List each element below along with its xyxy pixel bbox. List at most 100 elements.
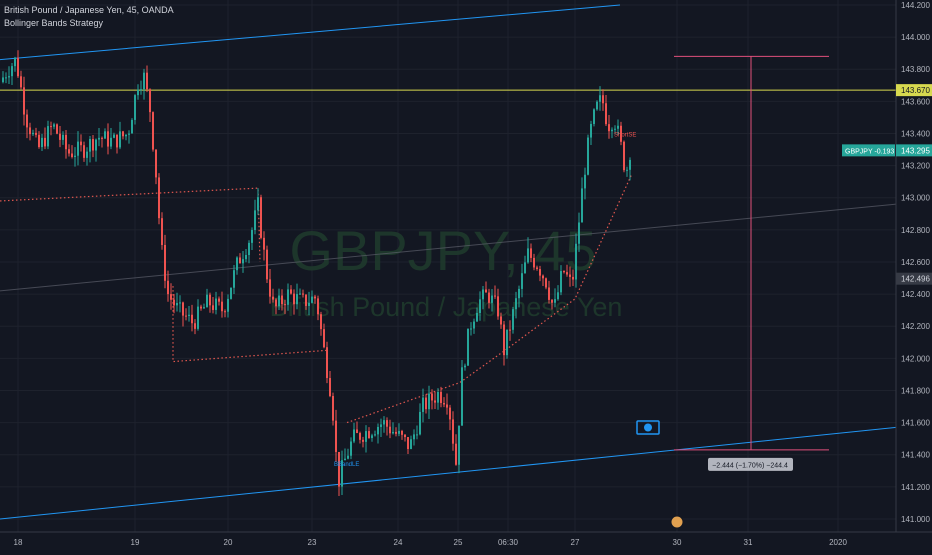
candle-body — [299, 293, 301, 295]
candle-body — [221, 301, 223, 312]
candle-body — [74, 155, 76, 157]
candle-body — [14, 57, 16, 67]
candle-body — [464, 365, 466, 368]
candle-body — [548, 287, 550, 300]
watermark-symbol: GBPJPY, 45 — [289, 219, 596, 282]
candle-body — [191, 314, 193, 324]
candle-body — [506, 329, 508, 356]
candle-body — [8, 76, 10, 78]
watermark: GBPJPY, 45 British Pound / Japanese Yen — [270, 219, 623, 322]
gray-trendline — [0, 203, 897, 292]
candle-body — [248, 242, 250, 256]
channel-bottom-line — [0, 426, 897, 520]
candle-body — [290, 289, 292, 294]
candle-body — [584, 174, 586, 189]
candle-body — [608, 124, 610, 132]
candle-body — [428, 393, 430, 410]
candle-body — [260, 197, 262, 238]
candle-body — [551, 299, 553, 303]
candle-body — [101, 137, 103, 139]
time-tick-label: 19 — [131, 538, 140, 547]
candle-body — [5, 77, 7, 79]
price-tick-label: 143.600 — [901, 97, 930, 106]
price-tick-label: 141.000 — [901, 515, 930, 524]
candle-body — [125, 134, 127, 137]
candle-body — [296, 294, 298, 305]
candle-body — [281, 295, 283, 305]
overlays[interactable]: ShortSE BBandLE — [334, 133, 684, 529]
last-price-bg — [896, 144, 932, 157]
candle-body — [161, 218, 163, 245]
candle-body — [212, 305, 214, 310]
candle-body — [95, 139, 97, 151]
candle-body — [563, 271, 565, 273]
candle-body — [35, 132, 37, 135]
candle-body — [167, 280, 169, 295]
candle-body — [107, 131, 109, 147]
candle-body — [80, 141, 82, 146]
price-axis[interactable]: 144.200 144.000 143.800 143.600 143.400 143.2… — [842, 0, 932, 550]
candle-body — [230, 287, 232, 299]
candle-body — [614, 128, 616, 130]
candle-body — [179, 302, 181, 304]
candle-body — [488, 292, 490, 303]
candle-body — [251, 230, 253, 243]
candle-body — [605, 103, 607, 125]
candle-body — [377, 426, 379, 435]
candle-body — [344, 458, 346, 461]
candle-body — [575, 243, 577, 280]
candle-body — [437, 391, 439, 403]
candle-body — [98, 137, 100, 140]
price-tick-label: 143.000 — [901, 194, 930, 203]
candle-body — [422, 397, 424, 412]
candle-body — [278, 295, 280, 307]
candle-body — [185, 315, 187, 317]
candle-body — [47, 126, 49, 147]
candle-body — [239, 257, 241, 264]
trendline-price-bg — [896, 272, 932, 285]
time-axis[interactable]: 18 19 20 23 24 25 06:30 27 30 31 2020 — [0, 531, 932, 547]
candle-body — [227, 298, 229, 312]
candle-body — [527, 248, 529, 263]
candle-body — [572, 276, 574, 280]
candle-body — [431, 393, 433, 401]
candle-body — [512, 309, 514, 330]
time-tick-label: 2020 — [829, 538, 847, 547]
drawings[interactable]: −2.444 (−1.70%) −244.4 — [0, 4, 897, 520]
candle-body — [458, 425, 460, 465]
candle-body — [491, 295, 493, 303]
candle-body — [335, 420, 337, 452]
symbol-title[interactable]: British Pound / Japanese Yen, 45, OANDA — [4, 5, 174, 15]
candle-body — [602, 95, 604, 104]
candle-body — [53, 124, 55, 127]
candle-body — [347, 455, 349, 459]
candle-body — [392, 431, 394, 434]
candle-body — [500, 316, 502, 325]
dotted-upper-line — [0, 187, 261, 263]
candle-body — [44, 137, 46, 147]
price-tick-label: 144.000 — [901, 33, 930, 42]
candle-body — [146, 72, 148, 90]
candle-body — [578, 222, 580, 244]
candle-body — [362, 439, 364, 442]
candle-body — [359, 433, 361, 440]
candle-body — [329, 378, 331, 397]
candle-body — [338, 451, 340, 487]
time-tick-label: 25 — [454, 538, 463, 547]
candle-body — [32, 132, 34, 135]
candle-body — [557, 292, 559, 300]
indicator-title[interactable]: Bollinger Bands Strategy — [4, 18, 104, 28]
price-label-bg — [896, 84, 932, 97]
candle-body — [626, 169, 628, 171]
candle-body — [524, 262, 526, 274]
candle-body — [587, 137, 589, 175]
candle-body — [263, 237, 265, 250]
candle-body — [326, 347, 328, 379]
signal-label-long: BBandLE — [334, 462, 359, 468]
candle-body — [29, 127, 31, 135]
candle-body — [236, 257, 238, 271]
candle-body — [611, 129, 613, 132]
candle-body — [215, 298, 217, 310]
